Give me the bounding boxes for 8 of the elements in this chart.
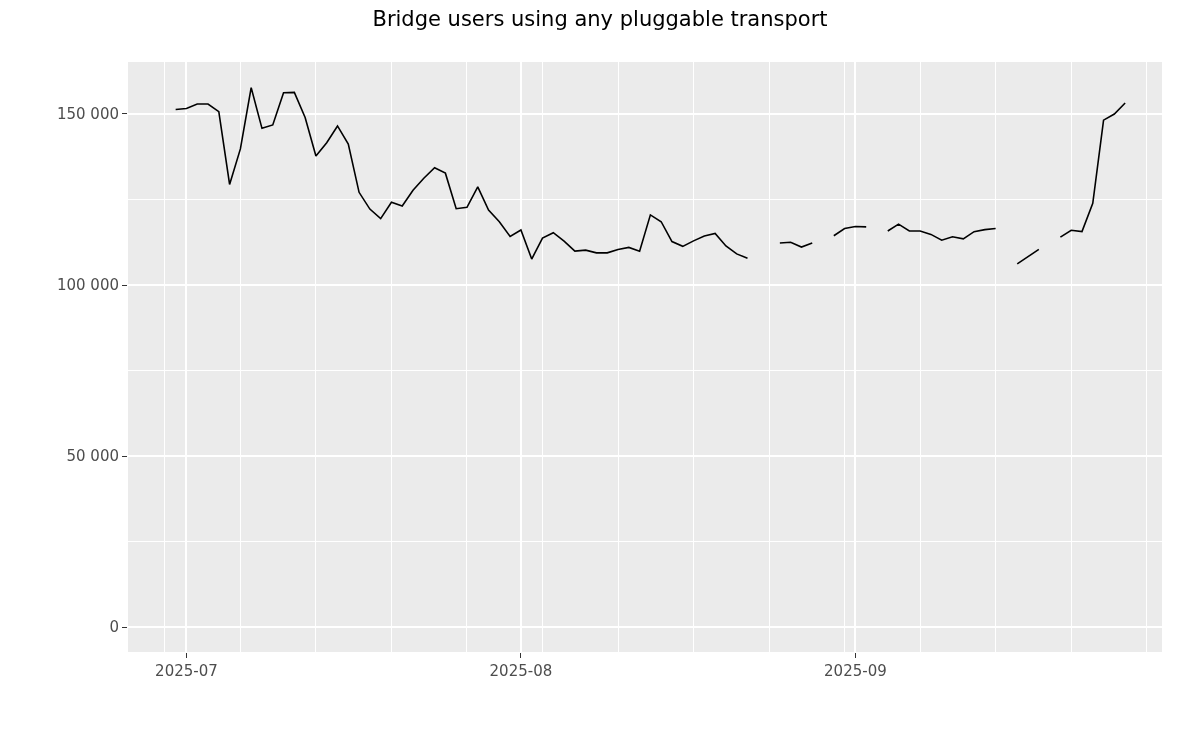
y-tick-label: 100 000	[56, 276, 119, 295]
y-tick-label: 0	[109, 618, 119, 637]
x-tick-label: 2025-08	[489, 662, 553, 680]
y-tick-label: 150 000	[56, 105, 119, 124]
chart-title: Bridge users using any pluggable transport	[372, 6, 828, 31]
x-tick-label: 2025-09	[824, 662, 887, 680]
x-tick-label: 2025-07	[155, 662, 218, 680]
y-tick-label: 50 000	[66, 447, 119, 466]
